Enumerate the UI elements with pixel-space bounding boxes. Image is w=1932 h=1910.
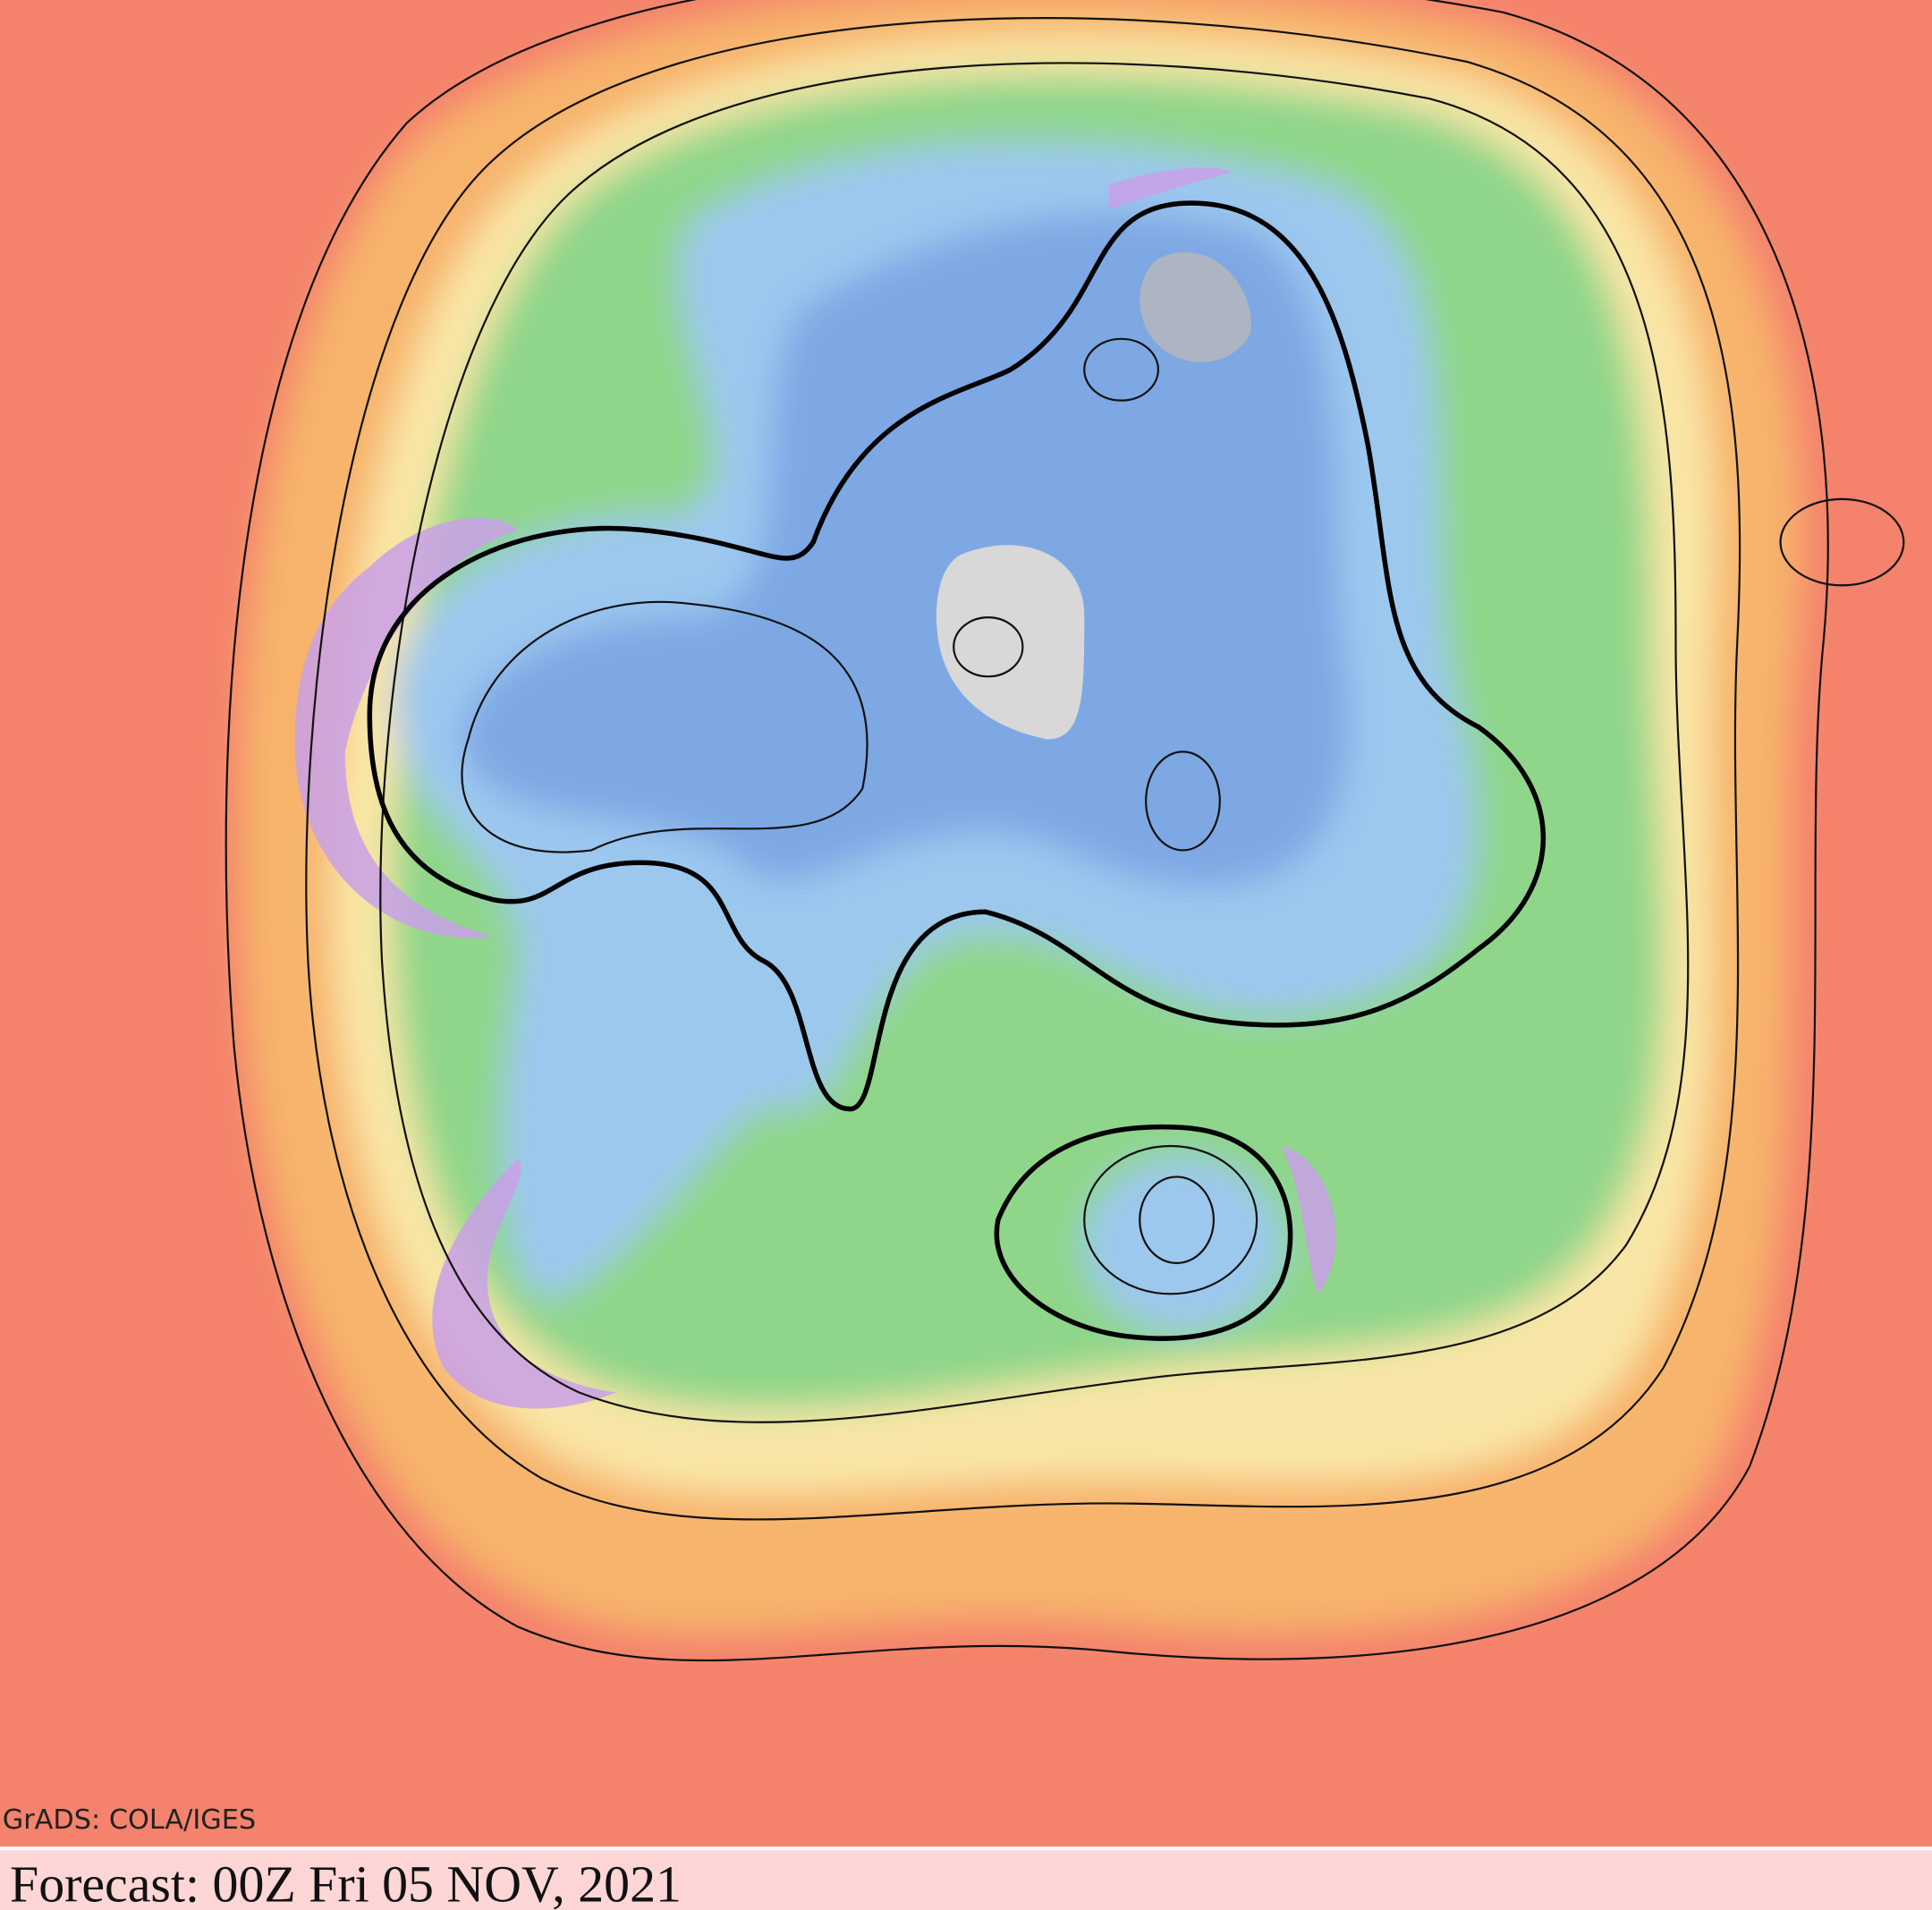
contour-line	[1779, 497, 1905, 587]
colder-zone	[462, 212, 1351, 887]
contour-line	[461, 600, 869, 853]
contour-line-bold	[994, 1124, 1293, 1341]
contour-line-bold	[367, 200, 1546, 1112]
contour-line	[1145, 751, 1221, 852]
footer-bar	[0, 1848, 1932, 1910]
contour-line	[953, 615, 1024, 678]
contours	[225, 0, 1905, 1662]
forecast-label: Forecast: 00Z Fri 05 NOV, 2021	[10, 1855, 682, 1910]
contour-line	[1083, 337, 1159, 402]
credit-text: GrADS: COLA/IGES	[3, 1804, 256, 1836]
coldest-core-2	[1140, 251, 1251, 362]
coldest-core	[936, 545, 1085, 740]
contour-line	[1083, 1144, 1258, 1295]
contour-line	[305, 17, 1741, 1521]
jet-bands	[294, 167, 1336, 1409]
contour-line	[225, 0, 1829, 1662]
contour-line	[1139, 1176, 1215, 1264]
map-fill	[238, 0, 1804, 1636]
contour-line	[379, 62, 1690, 1423]
